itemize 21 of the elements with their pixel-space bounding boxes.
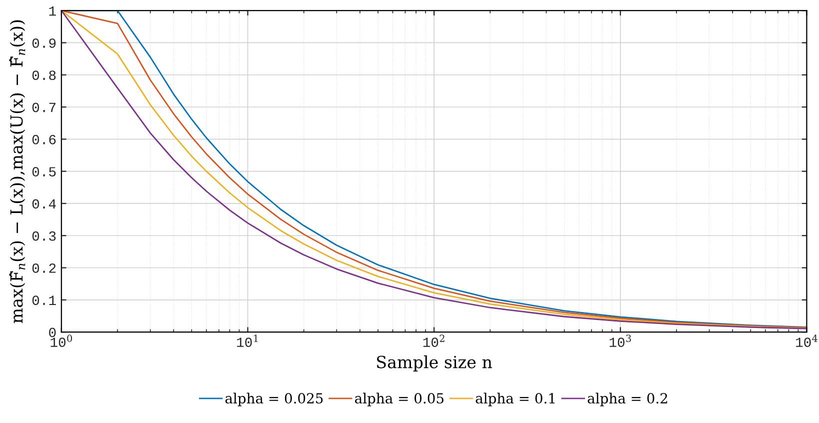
legend-label: alpha = 0.025 — [225, 392, 323, 406]
legend-label: alpha = 0.2 — [588, 392, 668, 406]
legend-label: alpha = 0.05 — [355, 392, 444, 406]
y-tick-label: 0.2 — [32, 264, 56, 273]
y-tick-label: 0 — [49, 328, 56, 338]
x-axis-title: Sample size n — [377, 355, 492, 372]
x-tick-label: 10$^{1}$ — [237, 334, 258, 348]
y-axis-title: max(F̂$_{n}$(x) − L(x)),max(U(x) − F̂$_{n}$(x)) — [9, 20, 26, 324]
y-tick-label: 1 — [49, 6, 56, 16]
x-tick-label: 10$^{4}$ — [796, 334, 818, 348]
y-tick-label: 0.8 — [32, 70, 56, 80]
legend-label: alpha = 0.1 — [476, 392, 555, 406]
y-tick-label: 0.9 — [32, 38, 56, 48]
y-tick-label: 0.6 — [32, 134, 56, 144]
y-tick-label: 0.3 — [32, 231, 56, 241]
y-tick-label: 0.7 — [32, 102, 56, 112]
y-tick-label: 0.4 — [32, 199, 56, 209]
y-tick-label: 0.1 — [32, 296, 56, 306]
x-tick-label: 10$^{2}$ — [423, 334, 444, 348]
x-tick-label: 10$^{3}$ — [610, 334, 631, 348]
y-tick-label: 0.5 — [32, 167, 56, 176]
